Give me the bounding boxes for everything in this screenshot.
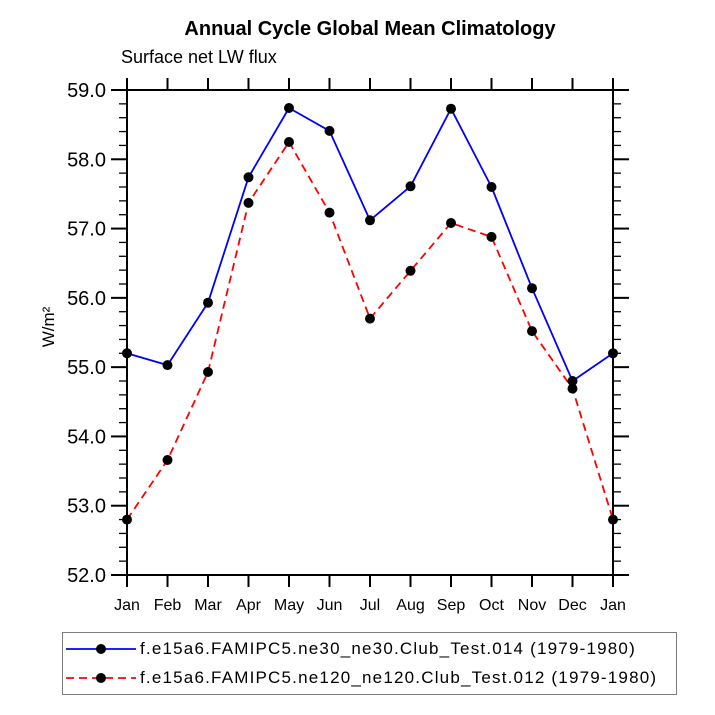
- data-point-marker: [486, 182, 497, 192]
- y-tick-label: 58.0: [67, 149, 106, 171]
- x-tick-label: Jan: [114, 597, 140, 614]
- data-point-markers: [122, 103, 618, 525]
- series-line-0: [126, 107, 614, 382]
- x-tick-label: Feb: [154, 597, 182, 614]
- x-tick-label: Jun: [317, 597, 343, 614]
- legend-line-sample-solid: [66, 644, 136, 654]
- x-tick-label: Oct: [479, 597, 504, 614]
- x-tick-label: Nov: [518, 597, 546, 614]
- y-tick-label: 54.0: [67, 426, 106, 448]
- legend-item-ne120: f.e15a6.FAMIPC5.ne120_ne120.Club_Test.01…: [63, 664, 676, 693]
- data-point-marker: [608, 514, 618, 525]
- y-tick-label: 56.0: [67, 288, 106, 310]
- data-point-marker: [203, 297, 213, 308]
- data-point-marker: [243, 197, 254, 208]
- legend-item-ne30: f.e15a6.FAMIPC5.ne30_ne30.Club_Test.014 …: [63, 635, 676, 664]
- data-point-marker: [203, 367, 213, 377]
- y-tick-label: 55.0: [67, 357, 106, 379]
- data-point-marker: [527, 326, 537, 337]
- x-tick-label: Sep: [437, 597, 466, 614]
- data-point-marker: [567, 383, 578, 394]
- y-tick-label: 53.0: [67, 496, 106, 518]
- x-tick-label: Mar: [194, 597, 222, 614]
- legend-sample-marker-icon: [96, 673, 106, 683]
- axis-ticks: [111, 78, 629, 587]
- data-point-marker: [284, 137, 294, 147]
- data-point-marker: [324, 125, 335, 136]
- x-tick-label: Apr: [236, 597, 262, 614]
- data-point-marker: [162, 455, 173, 465]
- x-tick-label: Aug: [396, 597, 424, 614]
- series-line-1: [126, 141, 614, 521]
- plot-frame: [126, 89, 614, 576]
- x-tick-label: Jul: [360, 597, 380, 614]
- y-tick-label: 57.0: [67, 219, 106, 241]
- data-point-marker: [284, 103, 294, 113]
- legend-sample-marker-icon: [96, 644, 106, 654]
- data-point-marker: [405, 181, 416, 192]
- x-tick-label: Jan: [600, 597, 626, 614]
- chart-subtitle: Surface net LW flux: [121, 47, 277, 67]
- data-point-marker: [243, 172, 254, 183]
- data-point-marker: [405, 265, 416, 276]
- data-point-marker: [567, 376, 578, 386]
- y-tick-label: 59.0: [67, 80, 106, 102]
- legend-label-ne30: f.e15a6.FAMIPC5.ne30_ne30.Club_Test.014 …: [140, 639, 636, 658]
- data-point-marker: [365, 215, 375, 226]
- data-point-marker: [365, 313, 375, 324]
- data-point-marker: [324, 207, 335, 218]
- axis-tick-labels: 52.0 53.0 54.0 55.0 56.0 57.0 58.0 59.0 Jan Feb Ma…: [67, 80, 626, 614]
- y-tick-label: 52.0: [67, 565, 106, 587]
- legend-line-sample-dashed: [66, 673, 136, 683]
- legend-box: f.e15a6.FAMIPC5.ne30_ne30.Club_Test.014 …: [62, 632, 677, 695]
- data-point-marker: [527, 283, 537, 294]
- x-tick-label: May: [274, 597, 304, 614]
- data-point-marker: [446, 103, 456, 114]
- legend-label-ne120: f.e15a6.FAMIPC5.ne120_ne120.Club_Test.01…: [140, 668, 658, 687]
- data-point-marker: [122, 348, 132, 359]
- data-point-marker: [486, 231, 497, 242]
- axis-frame: [126, 89, 614, 576]
- data-point-marker: [446, 218, 456, 228]
- data-point-marker: [122, 514, 132, 525]
- data-point-marker: [608, 348, 618, 359]
- chart-title: Annual Cycle Global Mean Climatology: [184, 18, 556, 40]
- x-tick-label: Dec: [558, 597, 586, 614]
- data-point-marker: [162, 360, 173, 371]
